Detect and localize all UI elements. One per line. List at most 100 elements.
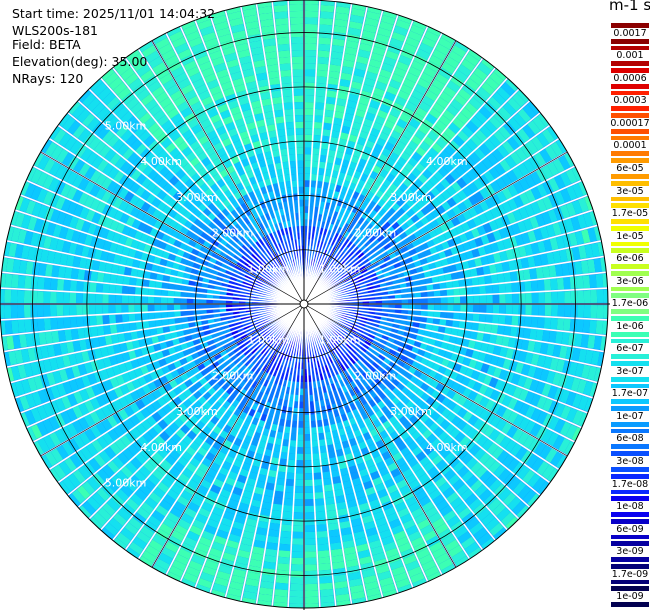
data-cell	[461, 143, 473, 156]
data-cell	[496, 405, 507, 418]
data-cell	[426, 284, 434, 291]
data-cell	[482, 265, 491, 275]
data-cell	[269, 463, 278, 472]
data-cell	[309, 193, 316, 201]
data-cell	[368, 58, 382, 69]
data-cell	[162, 415, 173, 426]
data-cell	[109, 355, 118, 366]
data-cell	[121, 246, 131, 257]
data-cell	[393, 571, 409, 583]
data-cell	[559, 204, 571, 219]
data-cell	[361, 211, 369, 220]
data-cell	[351, 336, 359, 343]
data-cell	[325, 327, 332, 333]
data-cell	[375, 242, 383, 251]
data-cell	[501, 201, 512, 214]
data-cell	[390, 130, 402, 141]
data-cell	[450, 246, 459, 256]
ray-gap	[303, 303, 429, 583]
data-cell	[369, 127, 381, 138]
data-cell	[481, 512, 496, 527]
data-cell	[288, 453, 296, 461]
ray-gap	[287, 303, 305, 608]
data-cell	[364, 250, 373, 258]
data-cell	[446, 197, 457, 208]
data-cell	[411, 446, 423, 457]
data-cell	[117, 507, 132, 522]
data-cell	[486, 294, 493, 304]
data-cell	[322, 358, 328, 366]
data-cell	[258, 264, 266, 272]
data-cell	[335, 151, 344, 160]
data-cell	[282, 345, 288, 353]
data-cell	[486, 304, 493, 314]
data-cell	[197, 430, 208, 441]
data-cell	[341, 533, 354, 542]
data-cell	[342, 354, 349, 362]
data-cell	[107, 207, 118, 219]
data-cell	[270, 271, 277, 278]
data-cell	[399, 484, 411, 496]
data-cell	[325, 243, 331, 251]
data-cell	[305, 583, 318, 591]
data-cell	[228, 261, 237, 269]
data-cell	[512, 386, 523, 399]
data-cell	[66, 254, 75, 267]
data-cell	[428, 488, 442, 501]
data-cell	[112, 365, 122, 376]
data-cell	[560, 405, 572, 420]
data-cell	[365, 140, 375, 150]
data-cell	[304, 375, 308, 383]
data-cell	[530, 353, 540, 366]
data-cell	[157, 265, 166, 274]
data-cell	[325, 503, 336, 512]
data-cell	[244, 584, 259, 594]
data-cell	[254, 285, 262, 290]
data-cell	[386, 353, 395, 361]
ray-gap	[303, 99, 531, 305]
data-cell	[69, 453, 83, 468]
data-cell	[551, 291, 559, 304]
data-cell	[479, 396, 490, 408]
data-cell	[479, 470, 493, 483]
data-cell	[260, 253, 267, 261]
data-cell	[530, 316, 539, 328]
data-cell	[173, 304, 181, 311]
data-cell	[452, 345, 462, 354]
data-cell	[205, 248, 214, 257]
data-cell	[117, 265, 126, 275]
data-cell	[275, 582, 289, 591]
data-cell	[189, 441, 201, 452]
data-cell	[134, 250, 143, 260]
data-cell	[283, 498, 294, 506]
data-cell	[256, 248, 263, 256]
data-cell	[444, 451, 456, 464]
data-cell	[350, 227, 358, 236]
data-cell	[486, 254, 496, 265]
data-cell	[350, 155, 360, 164]
data-cell	[430, 159, 442, 170]
data-cell	[537, 354, 546, 368]
data-cell	[400, 222, 410, 231]
data-cell	[144, 337, 153, 346]
data-cell	[400, 377, 410, 386]
data-cell	[19, 334, 28, 348]
data-cell	[522, 104, 537, 119]
data-cell	[405, 72, 419, 84]
data-cell	[578, 197, 589, 213]
data-cell	[297, 421, 304, 428]
data-cell	[313, 394, 319, 402]
data-cell	[260, 339, 268, 346]
data-cell	[439, 132, 452, 144]
data-cell	[71, 104, 86, 119]
data-cell	[375, 346, 383, 354]
data-cell	[204, 226, 213, 235]
data-cell	[354, 289, 362, 293]
data-cell	[327, 450, 336, 459]
data-cell	[425, 90, 439, 102]
data-cell	[0, 320, 6, 335]
data-cell	[589, 274, 597, 288]
data-cell	[571, 246, 581, 261]
data-cell	[230, 390, 239, 399]
data-cell	[587, 227, 597, 243]
